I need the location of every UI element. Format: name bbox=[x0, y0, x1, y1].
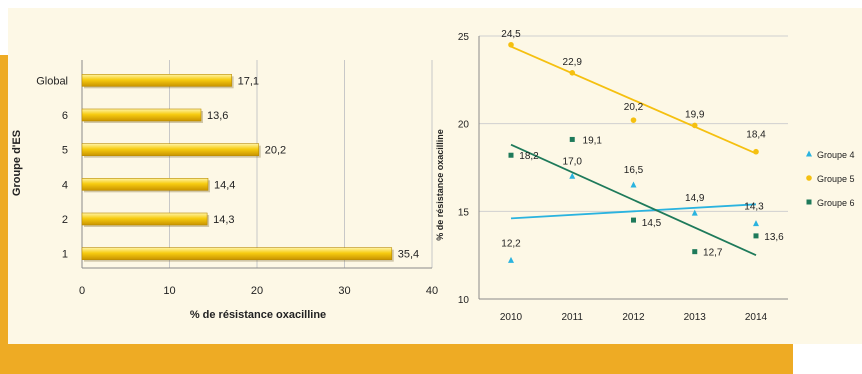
data-label: 13,6 bbox=[764, 232, 784, 243]
trendline-groupe-4 bbox=[510, 203, 757, 220]
data-label: 20,2 bbox=[624, 102, 644, 113]
bar-category-label: 1 bbox=[62, 249, 68, 261]
data-label: 12,7 bbox=[703, 248, 723, 259]
data-point bbox=[753, 220, 759, 227]
data-point bbox=[569, 70, 576, 76]
scatter-x-tick-label: 2010 bbox=[500, 312, 523, 323]
bar-category-label: 2 bbox=[62, 214, 68, 226]
trendline-groupe-5 bbox=[510, 45, 757, 155]
data-label: 14,3 bbox=[744, 202, 764, 213]
chart-background bbox=[8, 8, 862, 344]
bar-x-tick-label: 0 bbox=[79, 285, 85, 297]
legend-marker bbox=[806, 150, 812, 157]
scatter-x-tick-label: 2011 bbox=[561, 312, 583, 323]
scatter-legend: Groupe 4 Groupe 5 Groupe 6 bbox=[806, 150, 855, 208]
data-point bbox=[691, 122, 698, 129]
bar-x-tick-label: 20 bbox=[251, 285, 263, 297]
scatter-x-tick-label: 2012 bbox=[622, 312, 645, 323]
data-point bbox=[631, 217, 636, 223]
orange-accent-left bbox=[0, 55, 8, 374]
data-label: 18,4 bbox=[746, 130, 766, 141]
bar bbox=[81, 178, 209, 191]
scatter-y-axis-title: % de résistance oxacilline bbox=[435, 129, 445, 241]
legend-label: Groupe 5 bbox=[817, 174, 855, 184]
legend-marker bbox=[806, 175, 812, 181]
data-label: 18,2 bbox=[519, 151, 539, 162]
data-point bbox=[508, 152, 514, 158]
bar-x-tick-label: 40 bbox=[426, 285, 438, 297]
bar-value-label: 20,2 bbox=[265, 145, 286, 157]
scatter-gridlines: 10 15 20 25 2010 2011 2012 2013 2014 bbox=[458, 32, 788, 323]
data-point bbox=[630, 117, 637, 123]
data-point bbox=[569, 172, 576, 179]
bar-category-label: 5 bbox=[62, 145, 68, 157]
bar bbox=[81, 247, 393, 260]
bar-chart: 0 10 20 30 40 Global 17,1 6 13,6 5 20,2 4 14,4 2 14,3 1… bbox=[11, 60, 438, 321]
data-point bbox=[692, 249, 698, 255]
data-label: 14,9 bbox=[685, 193, 705, 204]
bar bbox=[81, 108, 202, 122]
data-label: 19,1 bbox=[583, 135, 603, 146]
legend-label: Groupe 6 bbox=[817, 198, 855, 208]
data-label: 22,9 bbox=[563, 57, 583, 68]
legend-marker bbox=[806, 199, 812, 205]
legend-label: Groupe 4 bbox=[817, 150, 855, 160]
scatter-y-tick-label: 15 bbox=[458, 207, 470, 218]
bar-y-axis-title: Groupe d'ES bbox=[11, 130, 23, 196]
data-label: 24,5 bbox=[501, 29, 521, 40]
bar-value-label: 13,6 bbox=[207, 110, 228, 122]
data-point bbox=[753, 233, 759, 239]
scatter-x-tick-label: 2013 bbox=[684, 312, 707, 323]
data-label: 19,9 bbox=[685, 109, 705, 120]
bar-x-tick-label: 10 bbox=[163, 285, 175, 297]
bar-x-axis-title: % de résistance oxacilline bbox=[190, 309, 326, 321]
bar-marks: 0 10 20 30 40 Global 17,1 6 13,6 5 20,2 4 14,4 2 14,3 1… bbox=[36, 74, 438, 297]
scatter-trendlines bbox=[510, 45, 757, 256]
bar-value-label: 14,3 bbox=[213, 214, 234, 226]
bar bbox=[81, 143, 260, 156]
data-label: 17,0 bbox=[563, 156, 583, 167]
scatter-y-tick-label: 20 bbox=[458, 120, 470, 131]
scatter-chart: 10 15 20 25 2010 2011 2012 2013 2014 12,2 17,0 16,… bbox=[435, 29, 855, 323]
bar-x-tick-label: 30 bbox=[338, 285, 350, 297]
data-point bbox=[691, 209, 698, 216]
bar bbox=[81, 74, 232, 87]
bar-value-label: 17,1 bbox=[238, 75, 259, 87]
data-point bbox=[508, 41, 514, 48]
scatter-points: 12,2 17,0 16,5 14,9 14,3 24,5 22,9 20,2 19,9 18,4… bbox=[501, 29, 784, 263]
bar-category-label: Global bbox=[36, 75, 68, 87]
bar-category-label: 6 bbox=[62, 110, 68, 122]
data-point bbox=[753, 148, 759, 155]
data-point bbox=[569, 136, 575, 142]
bar bbox=[81, 212, 208, 226]
bar-chart-gridlines bbox=[169, 60, 433, 268]
bar-value-label: 14,4 bbox=[214, 179, 235, 191]
data-label: 14,5 bbox=[642, 218, 662, 229]
data-label: 16,5 bbox=[624, 165, 644, 176]
scatter-y-tick-label: 25 bbox=[458, 32, 470, 43]
trendline-groupe-6 bbox=[510, 143, 757, 256]
bar-category-label: 4 bbox=[62, 179, 68, 191]
data-point bbox=[630, 181, 637, 188]
data-label: 12,2 bbox=[501, 238, 521, 249]
scatter-y-tick-label: 10 bbox=[458, 295, 470, 306]
data-point bbox=[508, 256, 514, 263]
scatter-x-tick-label: 2014 bbox=[745, 312, 768, 323]
orange-accent-bottom bbox=[0, 344, 793, 374]
bar-value-label: 35,4 bbox=[398, 249, 419, 261]
